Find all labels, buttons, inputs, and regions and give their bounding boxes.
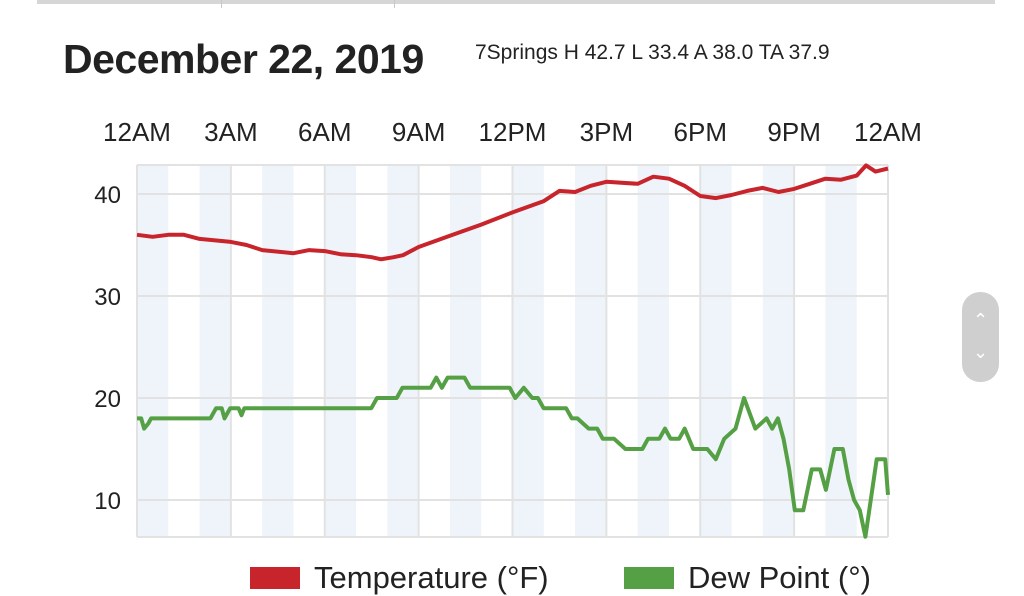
hour-band — [637, 165, 669, 537]
legend-label-dew-point: Dew Point (°) — [688, 560, 871, 595]
temperature-line — [136, 163, 889, 262]
chevron-up-icon[interactable]: ⌃ — [972, 310, 989, 330]
legend-swatch-temperature — [250, 567, 300, 589]
hour-band — [449, 165, 482, 537]
tab-divider — [221, 0, 222, 8]
x-tick-label: 6AM — [298, 117, 351, 147]
y-tick-label: 30 — [94, 284, 121, 311]
y-tick-label: 40 — [94, 182, 121, 209]
chart-title: December 22, 2019 — [63, 36, 424, 82]
legend-temperature[interactable]: Temperature (°F) — [250, 560, 549, 596]
hour-band — [512, 165, 544, 537]
hour-band — [700, 165, 732, 537]
station-stats: 7Springs H 42.7 L 33.4 A 38.0 TA 37.9 — [475, 41, 830, 64]
hour-band — [137, 165, 169, 537]
legend-swatch-dew-point — [624, 567, 674, 589]
hour-band — [262, 165, 294, 537]
hour-band — [575, 165, 607, 537]
chevron-down-icon[interactable]: ⌄ — [972, 342, 989, 362]
x-tick-label: 12AM — [103, 117, 171, 147]
x-tick-label: 9PM — [767, 117, 820, 147]
x-tick-label: 9AM — [392, 117, 445, 147]
top-tab-strip — [37, 0, 995, 4]
hour-band — [387, 165, 419, 537]
x-tick-label: 3PM — [580, 117, 633, 147]
y-tick-label: 10 — [94, 488, 121, 515]
x-tick-label: 12PM — [479, 117, 547, 147]
x-tick-label: 6PM — [674, 117, 727, 147]
scroll-widget[interactable]: ⌃ ⌄ — [962, 292, 999, 382]
y-tick-label: 20 — [94, 386, 121, 413]
x-tick-label: 12AM — [854, 117, 922, 147]
hour-band — [324, 165, 357, 537]
x-tick-label: 3AM — [204, 117, 257, 147]
hour-band — [199, 165, 231, 537]
legend-label-temperature: Temperature (°F) — [314, 560, 549, 595]
tab-divider — [394, 0, 395, 8]
legend-dew-point[interactable]: Dew Point (°) — [624, 560, 871, 596]
dew-point-line — [137, 375, 890, 539]
hour-band — [825, 165, 857, 537]
